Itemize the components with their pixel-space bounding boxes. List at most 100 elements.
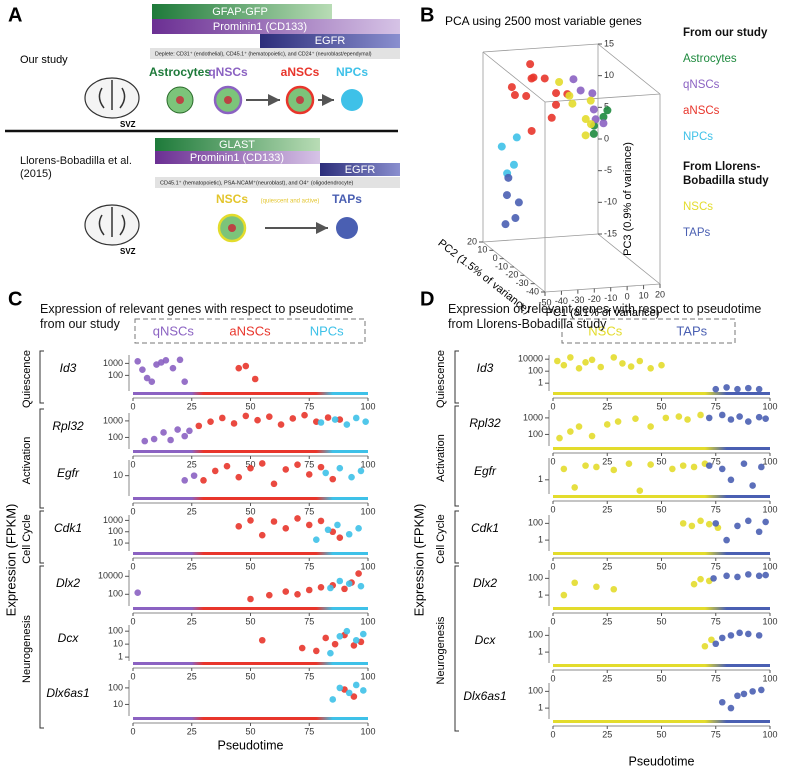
x-tick-label: 100: [762, 561, 777, 571]
x-axis-label: PC1 (8.1% of variance): [546, 307, 660, 319]
x-tick-label: 0: [550, 729, 555, 739]
point: [734, 522, 741, 530]
x-tick-label: 0: [130, 671, 135, 681]
zero-strip: [133, 450, 368, 453]
point: [718, 465, 726, 473]
brain-detail: [98, 80, 126, 110]
x-tick-label: 75: [711, 561, 721, 571]
zero-strip: [553, 720, 770, 723]
point: [331, 640, 339, 648]
point: [301, 411, 308, 419]
point: [571, 484, 578, 491]
point: [329, 475, 337, 483]
point: [317, 419, 325, 426]
zero-strip: [553, 552, 770, 555]
x-tick-label: 75: [711, 616, 721, 626]
x-tick-label: 25: [602, 616, 612, 626]
legend-entry: NSCs: [683, 201, 713, 213]
x-tick-label: 0: [130, 616, 135, 626]
point: [223, 462, 231, 470]
legend-entry: qNSCs: [683, 79, 720, 91]
x-tick-label: 75: [711, 504, 721, 514]
x-tick-label: -40: [555, 296, 568, 306]
marker-bar: [152, 4, 332, 19]
point: [610, 466, 618, 474]
x-tick-label: 100: [360, 616, 375, 626]
point: [690, 580, 698, 588]
x-tick-label: 100: [762, 729, 777, 739]
point: [527, 74, 536, 83]
x-tick-label: 25: [187, 561, 197, 571]
point: [235, 473, 243, 481]
point: [586, 120, 595, 129]
x-tick-label: 75: [711, 401, 721, 411]
group-label: Quiescence: [21, 350, 33, 408]
z-tick-label: -10: [604, 197, 617, 207]
point: [755, 413, 763, 421]
marker-label: Prominin1 (CD133): [190, 152, 284, 164]
point: [230, 420, 238, 427]
point: [636, 357, 644, 365]
y-tick-label: 100: [528, 573, 543, 583]
point: [242, 362, 250, 370]
point: [355, 570, 362, 577]
gene-label: Cdk1: [54, 521, 82, 535]
point: [749, 688, 756, 695]
point: [734, 385, 741, 393]
point: [723, 536, 730, 544]
y-tick-label: 100: [108, 432, 123, 442]
point: [207, 418, 214, 425]
point: [723, 572, 730, 580]
marker-label: EGFR: [345, 164, 376, 176]
x-tick-label: 25: [187, 671, 197, 681]
point: [294, 461, 301, 469]
point: [348, 473, 355, 481]
y-tick-label: 100: [108, 682, 123, 692]
study-label: Our study: [20, 54, 68, 66]
legend-box: [134, 318, 366, 344]
point: [336, 416, 344, 423]
marker-label: EGFR: [315, 35, 346, 47]
point: [327, 649, 334, 657]
y-tick-label: 1000: [103, 358, 123, 368]
legend-entry: TAPs: [676, 323, 707, 338]
point: [560, 465, 568, 473]
point: [270, 480, 278, 488]
x-tick-label: 100: [360, 459, 375, 469]
point: [745, 418, 752, 425]
point: [571, 579, 578, 587]
chart-title: Expression of relevant genes with respec…: [448, 302, 762, 331]
point: [352, 414, 360, 422]
deplete-text: Deplete: CD31⁺ (endothelial), CD45.1⁺ (h…: [155, 51, 372, 57]
point: [588, 89, 597, 98]
point: [589, 105, 598, 114]
point: [298, 644, 306, 652]
point: [270, 518, 278, 525]
point: [588, 356, 596, 364]
point: [350, 693, 358, 700]
x-axis-label: Pseudotime: [217, 738, 283, 752]
box-edge: [482, 233, 599, 243]
point: [305, 471, 313, 478]
cell-label: qNSCs: [208, 65, 248, 79]
point: [588, 432, 596, 440]
point: [186, 427, 193, 435]
point: [705, 462, 713, 469]
point: [181, 378, 188, 385]
x-tick-label: 100: [762, 673, 777, 683]
point: [282, 466, 290, 473]
group-bracket: [454, 565, 459, 732]
marker-bar: [152, 19, 400, 34]
x-tick-label: 25: [602, 401, 612, 411]
point: [352, 681, 360, 689]
point: [247, 464, 254, 472]
point: [697, 517, 704, 525]
point: [736, 413, 743, 420]
point: [317, 583, 325, 591]
point: [501, 220, 510, 229]
point: [675, 413, 683, 420]
box-edge: [597, 233, 661, 285]
group-bracket: [39, 350, 44, 404]
point: [755, 572, 763, 580]
